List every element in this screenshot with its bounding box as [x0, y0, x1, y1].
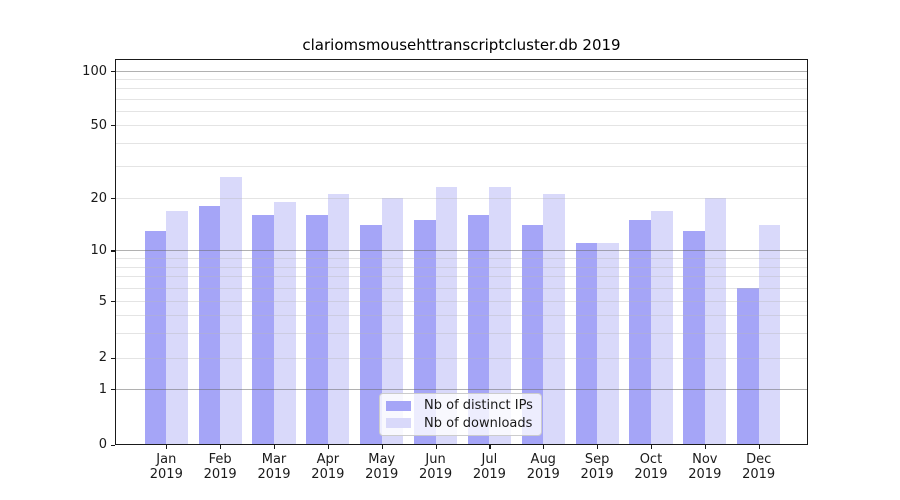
- x-tick-mark: [597, 444, 599, 449]
- x-tick-mark: [166, 444, 168, 449]
- bar-downloads-apr: [327, 194, 350, 445]
- x-tick-mark: [758, 444, 760, 449]
- y-tick-mark: [111, 301, 115, 303]
- legend-label-downloads: Nb of downloads: [424, 415, 533, 431]
- x-tick-label-mar: Mar 2019: [257, 451, 291, 482]
- legend: Nb of distinct IPs Nb of downloads: [379, 393, 542, 436]
- y-tick-label: 2: [98, 350, 107, 366]
- bar-distinct-ips-apr: [306, 215, 328, 445]
- y-tick-mark: [111, 389, 115, 391]
- x-tick-mark: [704, 444, 706, 449]
- bar-distinct-ips-oct: [629, 219, 651, 445]
- bar-distinct-ips-nov: [683, 230, 705, 445]
- legend-row-downloads: Nb of downloads: [380, 416, 541, 431]
- x-tick-label-feb: Feb 2019: [203, 451, 237, 482]
- bar-downloads-aug: [543, 194, 565, 445]
- x-tick-mark: [435, 444, 437, 449]
- bar-downloads-oct: [650, 210, 673, 445]
- bar-distinct-ips-feb: [198, 206, 221, 445]
- bar-distinct-ips-jun: [413, 219, 436, 445]
- y-tick-label: 1: [98, 381, 107, 397]
- bar-downloads-mar: [274, 202, 296, 445]
- x-tick-label-sep: Sep 2019: [580, 451, 614, 482]
- x-tick-label-nov: Nov 2019: [688, 451, 722, 482]
- gridline-minor: [115, 110, 808, 112]
- bar-distinct-ips-sep: [575, 243, 598, 445]
- x-tick-label-aug: Aug 2019: [526, 451, 560, 482]
- y-tick-label: 0: [98, 437, 107, 452]
- y-tick-label: 50: [90, 117, 107, 133]
- bar-downloads-jun: [435, 187, 458, 445]
- x-tick-label-dec: Dec 2019: [742, 451, 776, 482]
- x-tick-mark: [650, 444, 653, 449]
- y-tick-mark: [111, 357, 115, 359]
- legend-swatch-distinct-ips: [386, 400, 411, 411]
- y-tick-label: 5: [98, 293, 107, 309]
- legend-swatch-downloads: [386, 418, 411, 429]
- y-tick-label: 100: [82, 63, 107, 79]
- y-tick-mark: [111, 125, 115, 127]
- chart-title: clariomsmousehttranscriptcluster.db 2019: [302, 36, 621, 54]
- y-tick-mark: [111, 444, 115, 446]
- gridline-minor: [115, 142, 808, 144]
- bar-distinct-ips-mar: [252, 215, 274, 445]
- y-tick-mark: [111, 250, 115, 252]
- y-tick-label: 10: [90, 242, 107, 258]
- bar-distinct-ips-dec: [737, 287, 759, 445]
- y-tick-label: 20: [90, 190, 107, 206]
- bar-downloads-jan: [166, 210, 188, 445]
- x-tick-label-jun: Jun 2019: [419, 451, 453, 482]
- gridline-minor: [115, 165, 808, 167]
- gridline-minor: [115, 79, 808, 81]
- y-tick-mark: [111, 198, 115, 200]
- bar-downloads-jul: [489, 187, 511, 445]
- x-tick-mark: [274, 444, 276, 449]
- x-tick-label-may: May 2019: [365, 451, 399, 482]
- legend-row-distinct-ips: Nb of distinct IPs: [380, 398, 541, 413]
- bar-distinct-ips-jul: [467, 215, 490, 445]
- x-tick-mark: [489, 444, 491, 449]
- bar-distinct-ips-jan: [144, 230, 167, 445]
- bar-downloads-nov: [704, 198, 727, 445]
- x-tick-mark: [543, 444, 545, 449]
- bar-downloads-feb: [220, 177, 242, 445]
- x-tick-label-apr: Apr 2019: [311, 451, 345, 482]
- x-tick-label-oct: Oct 2019: [634, 451, 668, 482]
- gridline-minor: [115, 88, 808, 90]
- gridline-major: [115, 71, 808, 72]
- x-tick-mark: [381, 444, 383, 449]
- legend-label-distinct-ips: Nb of distinct IPs: [424, 398, 533, 414]
- gridline-minor: [115, 125, 808, 126]
- x-tick-mark: [327, 444, 330, 449]
- x-tick-label-jan: Jan 2019: [149, 451, 183, 482]
- gridline-minor: [115, 98, 808, 100]
- x-tick-label-jul: Jul 2019: [472, 451, 506, 482]
- bar-downloads-sep: [597, 243, 619, 445]
- x-tick-mark: [220, 444, 222, 449]
- y-tick-mark: [111, 71, 115, 73]
- bar-downloads-dec: [758, 225, 781, 445]
- bar-downloads-may: [381, 198, 404, 445]
